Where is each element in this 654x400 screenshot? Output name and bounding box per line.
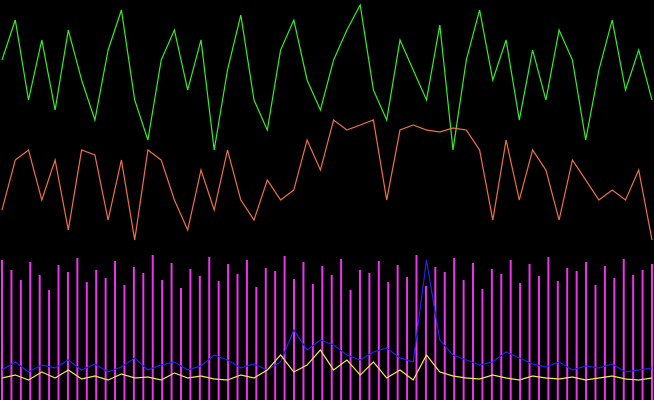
trace bbox=[1, 3, 653, 151]
trace bbox=[1, 259, 653, 373]
trace bbox=[1, 118, 653, 241]
trace bbox=[1, 349, 653, 381]
